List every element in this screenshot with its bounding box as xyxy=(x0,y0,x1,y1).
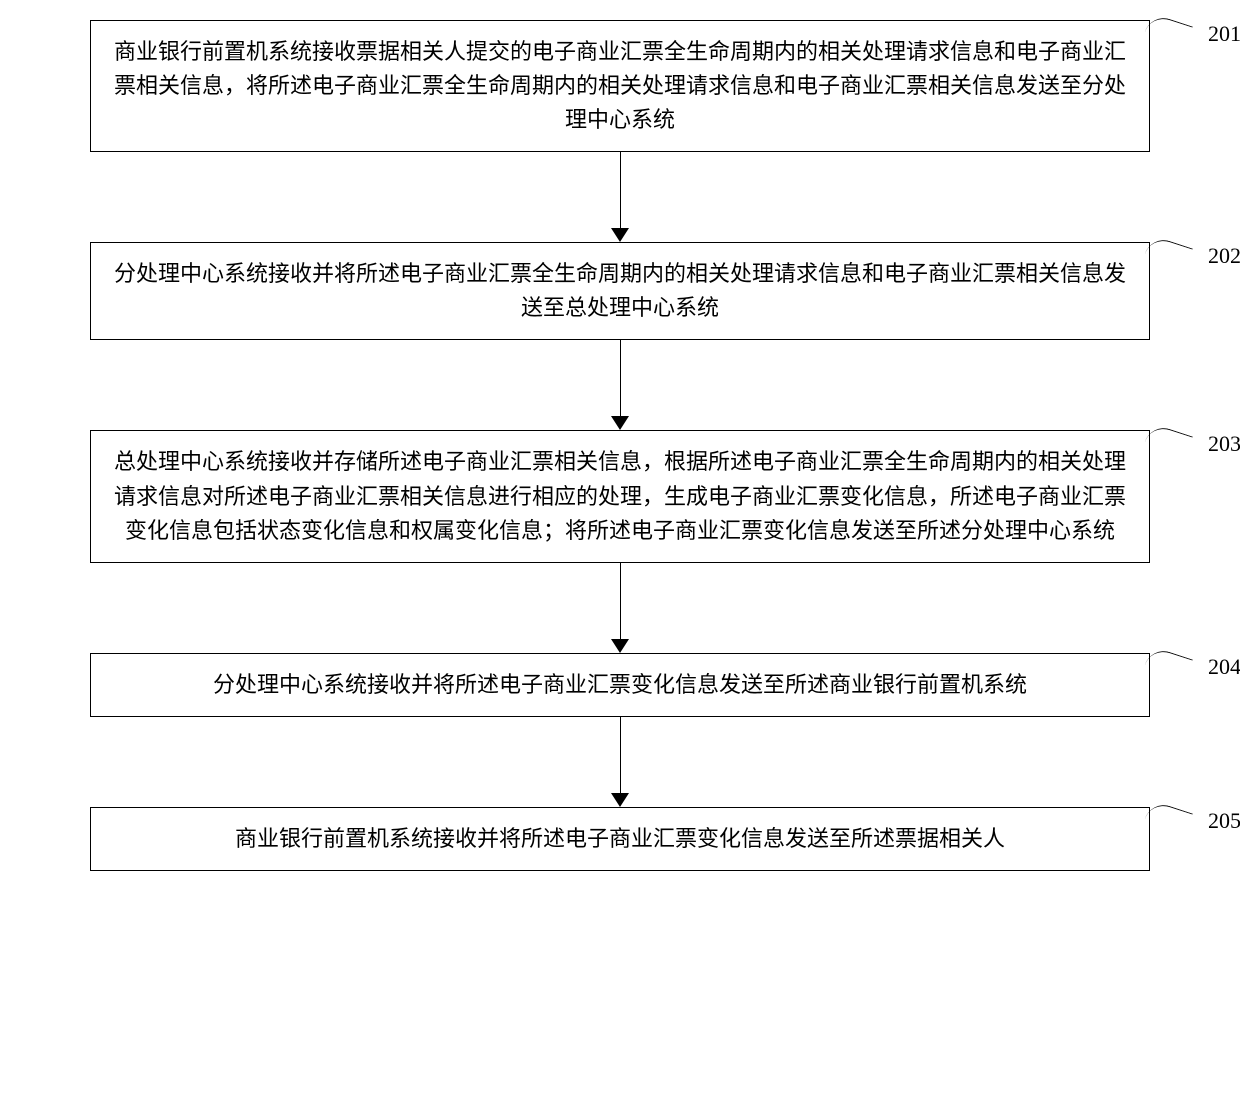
arrow-head-icon xyxy=(611,793,629,807)
flowchart-arrow xyxy=(611,340,629,430)
node-text: 商业银行前置机系统接收票据相关人提交的电子商业汇票全生命周期内的相关处理请求信息… xyxy=(114,39,1126,132)
flowchart-arrow xyxy=(611,563,629,653)
arrow-shaft xyxy=(620,563,621,641)
arrow-head-icon xyxy=(611,228,629,242)
node-label: 205 xyxy=(1208,804,1240,838)
node-label: 204 xyxy=(1208,650,1240,684)
node-text: 分处理中心系统接收并将所述电子商业汇票全生命周期内的相关处理请求信息和电子商业汇… xyxy=(114,261,1126,320)
node-label: 202 xyxy=(1208,239,1240,273)
flowchart-node-step3: 203 总处理中心系统接收并存储所述电子商业汇票相关信息，根据所述电子商业汇票全… xyxy=(90,430,1150,562)
label-connector xyxy=(1145,13,1193,46)
label-connector xyxy=(1145,423,1193,456)
arrow-shaft xyxy=(620,717,621,795)
arrow-shaft xyxy=(620,152,621,230)
node-text: 总处理中心系统接收并存储所述电子商业汇票相关信息，根据所述电子商业汇票全生命周期… xyxy=(114,449,1126,542)
label-connector xyxy=(1145,235,1193,268)
node-text: 商业银行前置机系统接收并将所述电子商业汇票变化信息发送至所述票据相关人 xyxy=(235,826,1005,851)
node-label: 201 xyxy=(1208,17,1240,51)
label-connector xyxy=(1145,800,1193,833)
arrow-shaft xyxy=(620,340,621,418)
flowchart-container: 201 商业银行前置机系统接收票据相关人提交的电子商业汇票全生命周期内的相关处理… xyxy=(40,20,1200,871)
node-text: 分处理中心系统接收并将所述电子商业汇票变化信息发送至所述商业银行前置机系统 xyxy=(213,672,1027,697)
arrow-head-icon xyxy=(611,639,629,653)
flowchart-arrow xyxy=(611,717,629,807)
arrow-head-icon xyxy=(611,416,629,430)
flowchart-node-step4: 204 分处理中心系统接收并将所述电子商业汇票变化信息发送至所述商业银行前置机系… xyxy=(90,653,1150,717)
node-label: 203 xyxy=(1208,427,1240,461)
flowchart-node-step5: 205 商业银行前置机系统接收并将所述电子商业汇票变化信息发送至所述票据相关人 xyxy=(90,807,1150,871)
flowchart-arrow xyxy=(611,152,629,242)
label-connector xyxy=(1145,646,1193,679)
flowchart-node-step1: 201 商业银行前置机系统接收票据相关人提交的电子商业汇票全生命周期内的相关处理… xyxy=(90,20,1150,152)
flowchart-node-step2: 202 分处理中心系统接收并将所述电子商业汇票全生命周期内的相关处理请求信息和电… xyxy=(90,242,1150,340)
